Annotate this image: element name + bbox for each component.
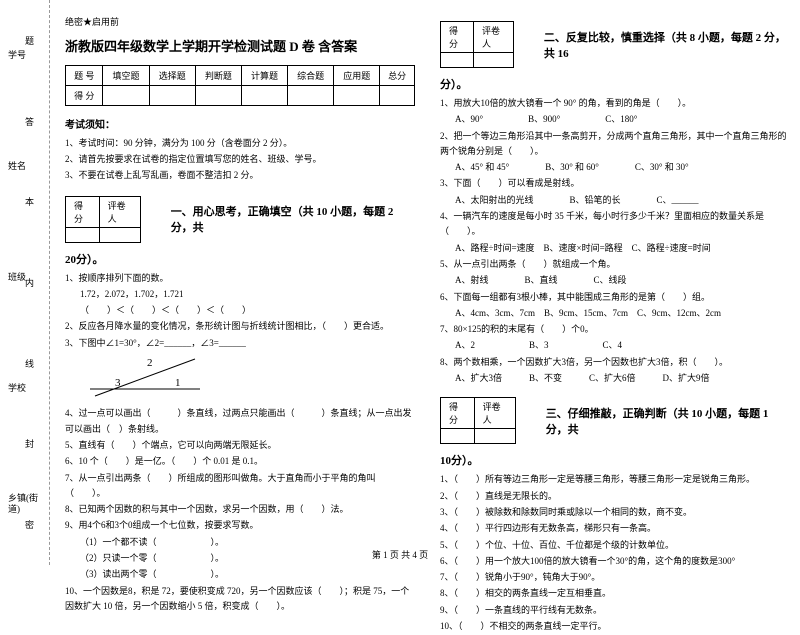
s2q2-opts: A、45° 和 45° B、30° 和 60° C、30° 和 30° xyxy=(440,160,790,175)
s2q1: 1、用放大10倍的放大镜看一个 90° 的角，看到的角是（ ）。 xyxy=(440,96,790,111)
exam-page: 学号 姓名 班级 学校 乡镇(街道) 题 答 本 内 线 封 密 绝密★启用前 … xyxy=(0,0,800,565)
section1-score: 20分）。 xyxy=(65,251,415,267)
exam-title: 浙教版四年级数学上学期开学检测试题 D 卷 含答案 xyxy=(65,36,415,55)
right-column: 得分评卷人 二、反复比较，慎重选择（共 8 小题，每题 2 分，共 16 分）。… xyxy=(440,15,790,560)
q7: 7、从一点引出两条（ ）所组成的图形叫做角。大于直角而小于平角的角叫（ ）。 xyxy=(65,471,415,502)
table-row: 题 号 填空题 选择题 判断题 计算题 综合题 应用题 总分 xyxy=(66,66,415,86)
section3-questions: 1、（ ）所有等边三角形一定是等腰三角形，等腰三角形一定是锐角三角形。 2、（ … xyxy=(440,472,790,635)
section1-title: 一、用心思考，正确填空（共 10 小题，每题 2 分，共 xyxy=(171,203,415,235)
angle-2-label: 2 xyxy=(147,357,153,369)
q10: 10、一个因数是8，积是 72，要使积变成 720，另一个因数应该（ ）；积是 … xyxy=(65,584,415,615)
q4: 4、过一点可以画出（ ）条直线，过两点只能画出（ ）条直线；从一点出发可以画出（… xyxy=(65,406,415,437)
s3q5: 5、（ ）个位、十位、百位、千位都是个级的计数单位。 xyxy=(440,538,790,553)
s2q4: 4、一辆汽车的速度是每小时 35 千米，每小时行多少千米？里面相应的数量关系是（… xyxy=(440,209,790,240)
q9-2: （2）只读一个零（ ）。 xyxy=(65,551,415,566)
section2-header: 得分评卷人 二、反复比较，慎重选择（共 8 小题，每题 2 分，共 16 xyxy=(440,21,790,68)
q3: 3、下图中∠1=30°，∠2=______，∠3=______ xyxy=(65,336,415,351)
s3q2: 2、（ ）直线是无限长的。 xyxy=(440,489,790,504)
s3q9: 9、（ ）一条直线的平行线有无数条。 xyxy=(440,603,790,618)
s3q7: 7、（ ）锐角小于90°，钝角大于90°。 xyxy=(440,570,790,585)
notice-title: 考试须知： xyxy=(65,116,415,131)
q9-3: （3）读出两个零（ ）。 xyxy=(65,567,415,582)
secret-header: 绝密★启用前 xyxy=(65,15,415,28)
q5: 5、直线有（ ）个端点，它可以向两端无限延长。 xyxy=(65,438,415,453)
notice-item: 3、不要在试卷上乱写乱画，卷面不整洁扣 2 分。 xyxy=(65,167,415,183)
s3q8: 8、（ ）相交的两条直线一定互相垂直。 xyxy=(440,586,790,601)
score-summary-table: 题 号 填空题 选择题 判断题 计算题 综合题 应用题 总分 得 分 xyxy=(65,65,415,106)
notice-list: 1、考试时间：90 分钟，满分为 100 分（含卷面分 2 分）。 2、请首先按… xyxy=(65,135,415,184)
angle-diagram: 1 2 3 xyxy=(85,354,205,399)
q1: 1、按顺序排列下面的数。 xyxy=(65,271,415,286)
q8: 8、已知两个因数的积与其中一个因数，求另一个因数，用（ ）法。 xyxy=(65,502,415,517)
section-score-box: 得分评卷人 xyxy=(440,397,516,444)
left-column: 绝密★启用前 浙教版四年级数学上学期开学检测试题 D 卷 含答案 题 号 填空题… xyxy=(65,15,415,560)
s3q3: 3、（ ）被除数和除数同时乘或除以一个相同的数，商不变。 xyxy=(440,505,790,520)
s3q4: 4、（ ）平行四边形有无数条高，梯形只有一条高。 xyxy=(440,521,790,536)
s2q3: 3、下面（ ）可以看成是射线。 xyxy=(440,176,790,191)
q2: 2、反应各月降水量的变化情况，条形统计图与折线统计图相比，（ ）更合适。 xyxy=(65,319,415,334)
section1-questions: 1、按顺序排列下面的数。 1.72，2.072，1.702，1.721 （ ）＜… xyxy=(65,271,415,616)
notice-item: 1、考试时间：90 分钟，满分为 100 分（含卷面分 2 分）。 xyxy=(65,135,415,151)
section2-questions: 1、用放大10倍的放大镜看一个 90° 的角，看到的角是（ ）。 A、90° B… xyxy=(440,96,790,387)
section3-header: 得分评卷人 三、仔细推敲，正确判断（共 10 小题，每题 1 分，共 xyxy=(440,397,790,444)
s3q6: 6、（ ）用一个放大100倍的放大镜看一个30°的角，这个角的度数是300° xyxy=(440,554,790,569)
s2q1-opts: A、90° B、900° C、180° xyxy=(440,112,790,127)
s2q6-opts: A、4cm、3cm、7cm B、9cm、15cm、7cm C、9cm、12cm、… xyxy=(440,306,790,321)
s2q2: 2、把一个等边三角形沿其中一条高剪开，分成两个直角三角形，其中一个直角三角形的两… xyxy=(440,129,790,160)
section2-score: 分）。 xyxy=(440,76,790,92)
section-score-box: 得分评卷人 xyxy=(440,21,514,68)
s2q8-opts: A、扩大3倍 B、不变 C、扩大6倍 D、扩大9倍 xyxy=(440,371,790,386)
section-score-box: 得分评卷人 xyxy=(65,196,141,243)
s3q1: 1、（ ）所有等边三角形一定是等腰三角形，等腰三角形一定是锐角三角形。 xyxy=(440,472,790,487)
section3-title: 三、仔细推敲，正确判断（共 10 小题，每题 1 分，共 xyxy=(546,405,790,437)
q1-nums: 1.72，2.072，1.702，1.721 xyxy=(65,287,415,302)
q6: 6、10 个（ ）是一亿。（ ）个 0.01 是 0.1。 xyxy=(65,454,415,469)
s2q8: 8、两个数相乘，一个因数扩大3倍，另一个因数也扩大3倍，积（ ）。 xyxy=(440,355,790,370)
q9-1: （1）一个都不读（ ）。 xyxy=(65,535,415,550)
margin-seal-text: 题 答 本 内 线 封 密 xyxy=(25,0,34,565)
angle-1-label: 1 xyxy=(175,377,181,389)
content-area: 绝密★启用前 浙教版四年级数学上学期开学检测试题 D 卷 含答案 题 号 填空题… xyxy=(50,0,800,565)
s2q7-opts: A、2 B、3 C、4 xyxy=(440,338,790,353)
s3q10: 10、（ ）不相交的两条直线一定平行。 xyxy=(440,619,790,634)
q1-blanks: （ ）＜（ ）＜（ ）＜（ ） xyxy=(65,303,415,318)
section3-score: 10分）。 xyxy=(440,452,790,468)
q9: 9、用4个6和3个0组成一个七位数，按要求写数。 xyxy=(65,518,415,533)
table-row: 得 分 xyxy=(66,86,415,106)
page-footer: 第 1 页 共 4 页 xyxy=(372,548,428,561)
section1-header: 得分评卷人 一、用心思考，正确填空（共 10 小题，每题 2 分，共 xyxy=(65,196,415,243)
binding-margin: 学号 姓名 班级 学校 乡镇(街道) 题 答 本 内 线 封 密 xyxy=(0,0,50,565)
notice-item: 2、请首先按要求在试卷的指定位置填写您的姓名、班级、学号。 xyxy=(65,151,415,167)
s2q3-opts: A、太阳射出的光线 B、铅笔的长 C、______ xyxy=(440,193,790,208)
s2q6: 6、下面每一组都有3根小棒，其中能围成三角形的是第（ ）组。 xyxy=(440,290,790,305)
s2q7: 7、80×125的积的末尾有（ ）个0。 xyxy=(440,322,790,337)
s2q4-opts: A、路程÷时间=速度 B、速度×时间=路程 C、路程÷速度=时间 xyxy=(440,241,790,256)
section2-title: 二、反复比较，慎重选择（共 8 小题，每题 2 分，共 16 xyxy=(544,29,790,61)
s2q5: 5、从一点引出两条（ ）就组成一个角。 xyxy=(440,257,790,272)
angle-3-label: 3 xyxy=(115,377,121,389)
s2q5-opts: A、射线 B、直线 C、线段 xyxy=(440,273,790,288)
